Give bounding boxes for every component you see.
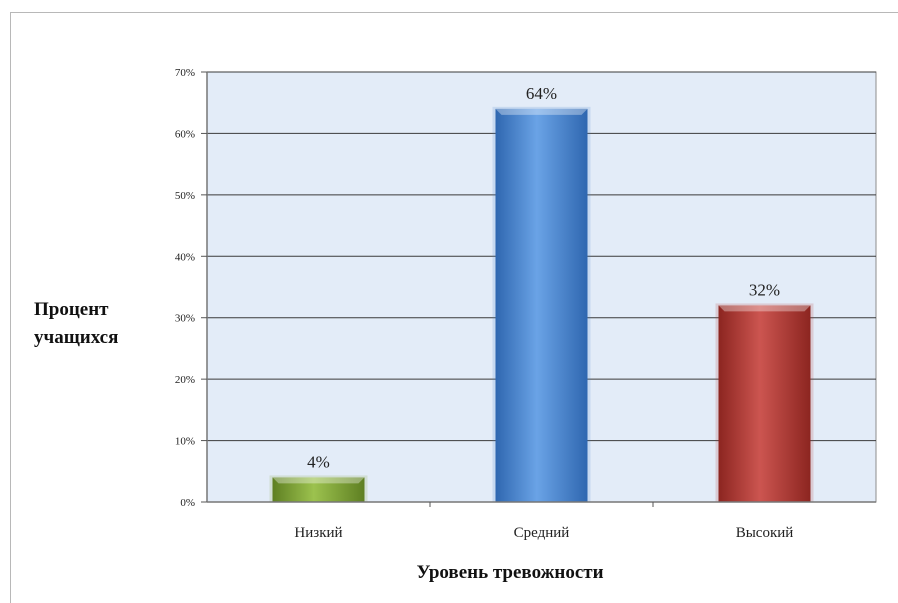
bar-1: [495, 108, 588, 502]
bar-bevel: [272, 477, 365, 484]
x-tick-label: Высокий: [736, 525, 794, 541]
y-axis-title-line-1: Процент: [34, 299, 109, 320]
y-tick-label: 30%: [175, 313, 195, 325]
y-tick-label: 10%: [175, 436, 195, 448]
y-tick-label: 50%: [175, 190, 195, 202]
data-label: 4%: [307, 452, 330, 471]
bar-0: [272, 477, 365, 502]
x-axis-title: Уровень тревожности: [416, 562, 604, 583]
y-tick-label: 0%: [180, 497, 195, 509]
data-label: 32%: [749, 280, 780, 299]
x-tick-label: Средний: [514, 525, 570, 541]
x-tick-label: Низкий: [294, 525, 342, 541]
y-axis-title-line-2: учащихся: [34, 327, 119, 348]
y-tick-label: 40%: [175, 251, 195, 263]
bar-bevel: [718, 305, 811, 312]
y-tick-label: 20%: [175, 374, 195, 386]
data-label: 64%: [526, 84, 557, 103]
y-tick-label: 70%: [175, 67, 195, 79]
y-axis-title: Процент учащихся: [34, 296, 164, 352]
bar-bevel: [495, 108, 588, 115]
y-tick-label: 60%: [175, 128, 195, 140]
bar-2: [718, 305, 811, 502]
